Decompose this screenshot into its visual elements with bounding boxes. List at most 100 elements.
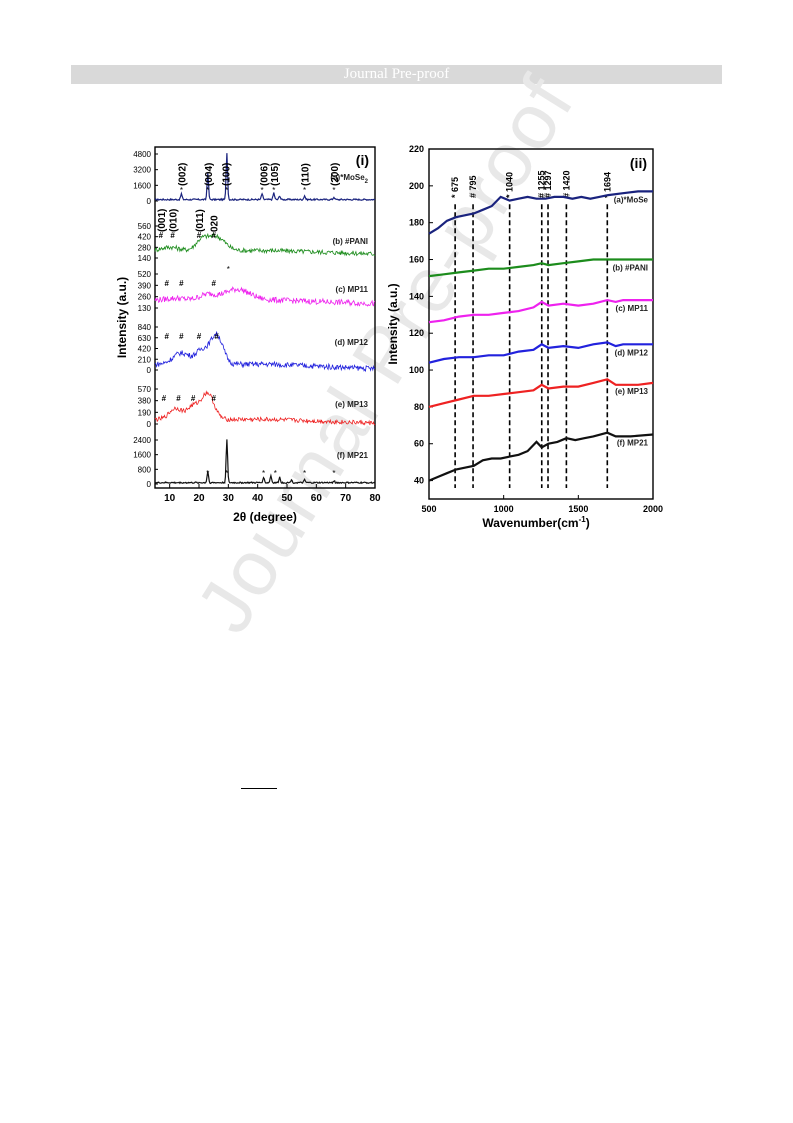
series-name: (d) MP12 [335,338,369,347]
raman-series-line [428,190,653,235]
series-name: (f) MP21 [337,451,369,460]
x-axis-label-close: ) [586,516,590,530]
raman-series-line [428,298,653,324]
x-tick-label: 1000 [494,504,514,514]
star-marker: * [303,186,306,195]
star-marker: * [262,469,265,478]
xrd-series-line [154,232,376,257]
y-tick-label: 60 [414,439,424,449]
pani-hkl-label: (011) [195,209,206,232]
hash-marker: # [191,394,196,403]
series-label: (a)*MoSe2 [330,173,368,185]
y-tick-label: 210 [138,355,152,364]
x-tick-label: 50 [281,493,293,504]
y-axis-label: Intensity (a.u.) [115,277,129,358]
y-tick-label: 190 [138,408,152,417]
series-name: (e) MP13 [335,400,368,409]
panel-label: (i) [356,152,369,168]
y-tick-label: 570 [138,385,152,394]
x-tick-label: 40 [252,493,264,504]
star-marker: * [206,469,209,478]
hash-marker: # [211,394,216,403]
y-tick-label: 4800 [133,150,151,159]
hkl-label: (100) [221,163,232,186]
marker-label: * 1040 [505,172,515,198]
y-tick-label: 120 [409,328,424,338]
x-tick-label: 30 [223,493,235,504]
series-label: (c) MP11 [336,285,369,294]
star-marker: * [303,469,306,478]
series-label: (f) MP21 [617,439,649,448]
panel-label: (ii) [630,155,647,171]
raman-series-line [428,341,653,364]
marker-label: * 675 [450,177,460,198]
hash-marker: # [214,332,219,341]
series-label: (b) #PANI [333,237,368,246]
plot-frame [428,148,654,500]
star-marker: * [332,469,335,478]
y-tick-label: 0 [147,480,152,489]
x-tick-label: 60 [311,493,323,504]
y-tick-label: 160 [409,255,424,265]
banner-text: Journal Pre-proof [343,66,450,82]
xrd-series-line [154,286,375,307]
x-axis-label-superscript: -1 [579,515,587,524]
x-tick-label: 1500 [568,504,588,514]
hkl-label: (002) [177,163,188,186]
x-axis-label-text: Wavenumber(cm [482,516,578,530]
y-tick-label: 420 [138,345,152,354]
y-tick-label: 200 [409,181,424,191]
y-tick-label: 390 [138,281,152,290]
xrd-series-line [154,439,376,485]
series-name: (a)*MoSe [330,173,365,182]
xrd-series-line [154,331,376,373]
series-label: (a)*MoSe [614,195,649,204]
raman-series-line [428,258,653,278]
hash-marker: # [162,394,167,403]
star-marker: * [332,186,335,195]
marker-label: # 1297 [543,170,553,198]
y-tick-label: 140 [138,254,152,263]
y-tick-label: 180 [409,218,424,228]
series-label: (d) MP12 [335,338,369,347]
pani-hkl-label: (010) [169,209,180,232]
series-label: (b) #PANI [613,264,648,273]
x-tick-label: 20 [193,493,205,504]
marker-label: * 1694 [602,172,612,198]
y-tick-label: 0 [147,420,152,429]
star-marker: * [227,265,230,274]
y-tick-label: 840 [138,323,152,332]
hash-marker: # [176,394,181,403]
xrd-series-line [154,153,376,202]
hash-marker: # [165,279,170,288]
plot-frame [154,146,376,489]
y-tick-label: 0 [147,366,152,375]
y-tick-label: 1600 [133,181,151,190]
marker-label: # 1255 [537,170,547,198]
pani-hkl-label: (001) [157,209,168,232]
y-tick-label: 380 [138,397,152,406]
hkl-label: (004) [204,163,215,186]
y-tick-label: 280 [138,243,152,252]
raman-series-line [428,378,654,408]
hash-marker: # [211,279,216,288]
series-label: (e) MP13 [615,387,648,396]
x-axis-label: 2θ (degree) [233,510,297,524]
hash-marker: # [179,332,184,341]
y-tick-label: 3200 [133,166,151,175]
y-tick-label: 1600 [133,451,151,460]
hash-marker: # [211,231,216,240]
hkl-label: (200) [330,163,341,186]
x-tick-label: 80 [369,493,381,504]
hash-marker: # [197,332,202,341]
pani-hkl-label: 020 [210,215,221,232]
y-tick-label: 220 [409,144,424,154]
hash-marker: # [159,231,164,240]
x-axis-label: Wavenumber(cm-1) [482,515,589,530]
star-marker: * [272,186,275,195]
series-name-subscript: 2 [365,179,369,185]
y-axis-label: Intensity (a.u.) [386,283,400,364]
y-tick-label: 100 [409,365,424,375]
